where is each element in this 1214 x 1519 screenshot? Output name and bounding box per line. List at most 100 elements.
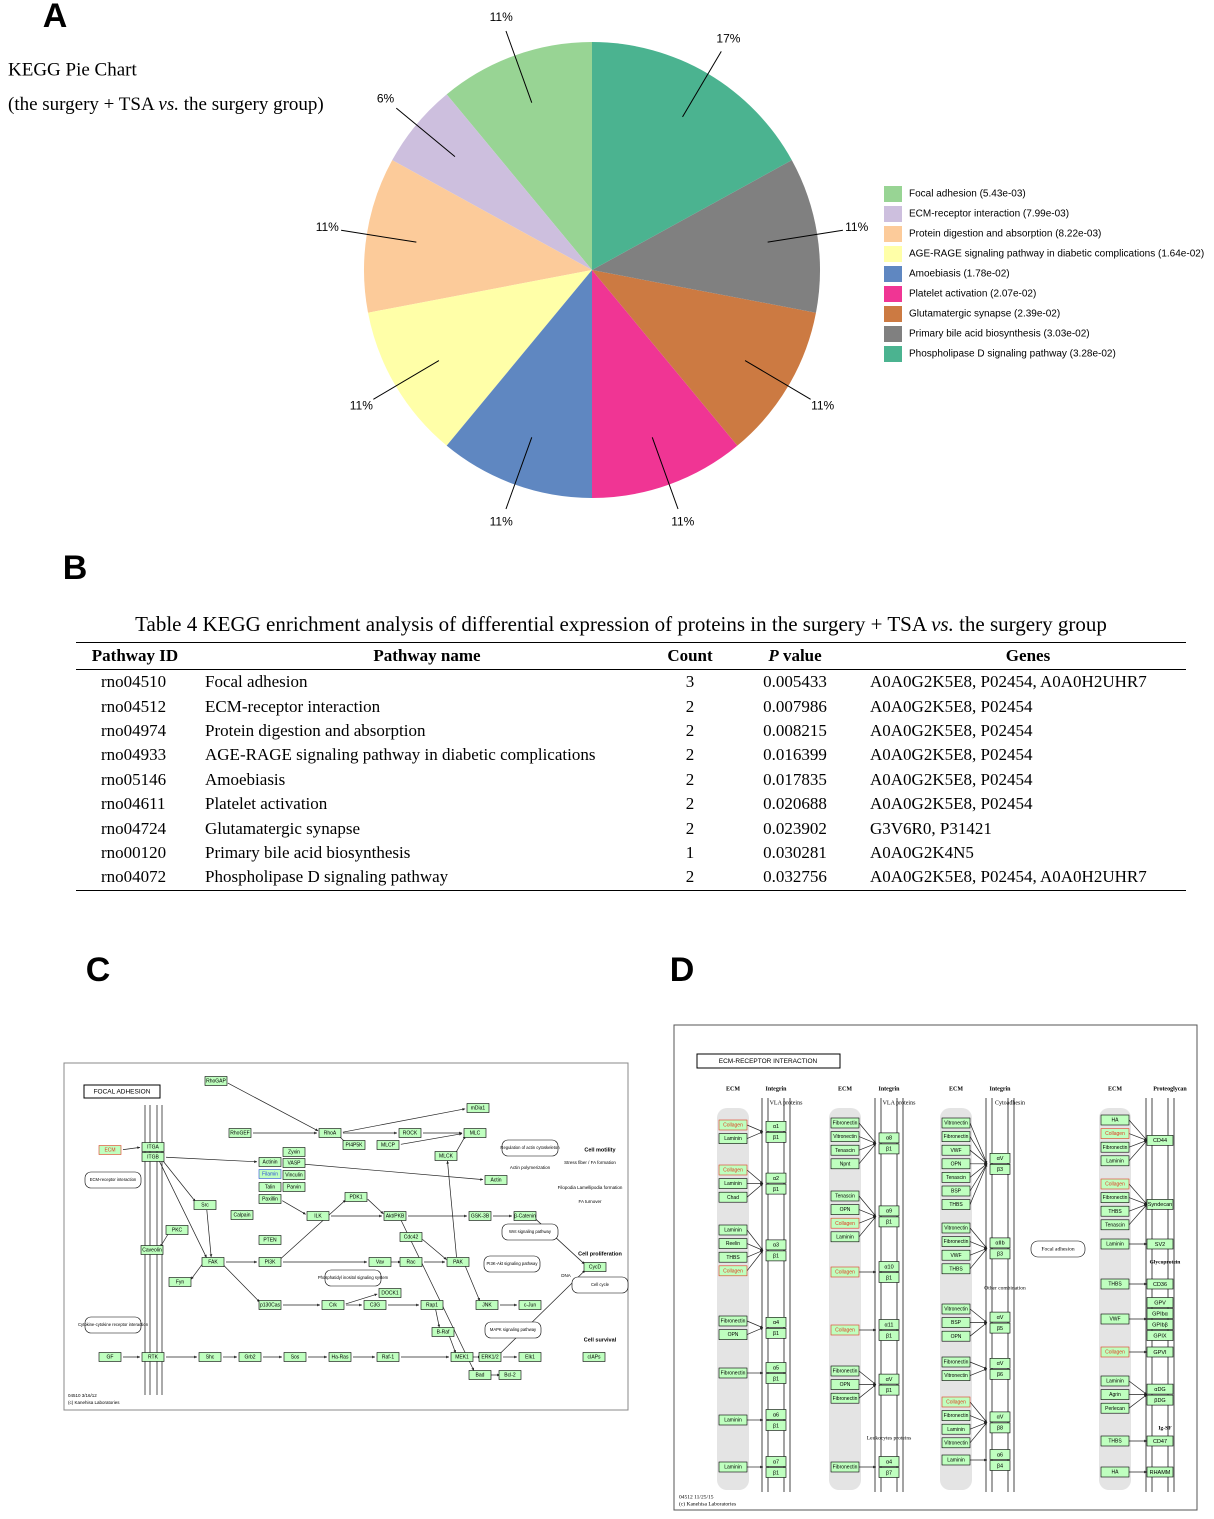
ecm-label: HA: [1112, 1470, 1120, 1476]
receptor-label: β5: [997, 1326, 1003, 1332]
receptor-label: β1: [773, 1187, 779, 1193]
legend-label: Protein digestion and absorption (8.22e-…: [909, 229, 1101, 240]
pathway-label: PI3K-Akt signaling pathway: [487, 1261, 539, 1266]
gene-label: Actin: [490, 1178, 501, 1184]
table-cell: A0A0G2K4N5: [870, 842, 974, 862]
ecm-label: Tenascin: [1105, 1222, 1125, 1228]
ecm-box: [941, 1330, 971, 1342]
gene-box: [282, 1182, 306, 1192]
legend-label: Platelet activation (2.07e-02): [909, 289, 1036, 300]
note-label: Glycoprotein: [1150, 1259, 1181, 1265]
edge: [969, 1163, 988, 1192]
ecm-box: [830, 1131, 860, 1142]
pathway-label: Cell cycle: [591, 1282, 610, 1287]
receptor-box: [765, 1328, 787, 1339]
ecm-box: [830, 1204, 860, 1215]
table-cell: rno04933: [101, 745, 167, 765]
receptor-box: [765, 1362, 787, 1373]
pathway-box: [571, 1276, 629, 1294]
edge: [969, 1136, 988, 1164]
gene-label: PTEN: [263, 1238, 277, 1244]
receptor-box: [1146, 1238, 1174, 1250]
edge: [282, 1200, 306, 1215]
gene-label: p130Cas: [260, 1303, 281, 1309]
ecm-box: [941, 1317, 971, 1328]
edge: [746, 1183, 764, 1198]
ecm-box: [941, 1158, 971, 1170]
ecm-label: Fibronectin: [1103, 1145, 1128, 1151]
ecm-label: Fibronectin: [833, 1465, 858, 1471]
gene-label: Grb2: [244, 1355, 255, 1361]
gene-box: [283, 1352, 307, 1362]
ecm-box: [830, 1144, 860, 1156]
receptor-label: β1: [773, 1331, 779, 1337]
receptor-label: β1: [773, 1135, 779, 1141]
receptor-box: [1146, 1297, 1174, 1308]
legend-swatch: [884, 306, 902, 322]
ecm-box: [1100, 1466, 1130, 1478]
edge: [159, 1161, 207, 1258]
legend-label: AGE-RAGE signaling pathway in diabetic c…: [909, 249, 1204, 260]
note-label: DNA: [561, 1273, 571, 1278]
edge: [858, 1384, 877, 1399]
gene-label: MLCP: [381, 1143, 396, 1149]
edge: [969, 1241, 988, 1249]
caption-text: Table 4 KEGG enrichment analysis of diff…: [135, 612, 932, 636]
gene-box: [420, 1300, 444, 1310]
gene-label: Parvin: [287, 1185, 301, 1191]
gene-label: ILK: [314, 1214, 322, 1220]
legend-swatch: [884, 326, 902, 342]
gene-box: [168, 1277, 192, 1287]
ecm-box: [1100, 1192, 1130, 1203]
ecm-label: OPN: [840, 1207, 851, 1213]
receptor-box: [1146, 1466, 1174, 1478]
receptor-box: [765, 1409, 787, 1420]
gene-box: [198, 1352, 222, 1362]
table-cell: rno04072: [101, 867, 167, 887]
pathway-label: Regulation of actin cytoskeleton: [500, 1145, 560, 1150]
chart-subtitle: (the surgery + TSA vs. the surgery group…: [8, 94, 324, 115]
gene-box: [478, 1352, 502, 1362]
pathway-box: [501, 1223, 559, 1241]
ecm-label: VWF: [950, 1253, 961, 1259]
gene-box: [282, 1147, 306, 1157]
receptor-box: [989, 1164, 1011, 1175]
edge: [162, 1160, 196, 1202]
ecm-label: Collagen: [835, 1328, 855, 1334]
receptor-box: [1146, 1308, 1174, 1319]
edge: [969, 1163, 988, 1178]
table-cell: 0.032756: [763, 867, 827, 887]
edge: [746, 1320, 764, 1329]
gene-box: [318, 1128, 342, 1138]
receptor-label: Syndecan: [1148, 1202, 1172, 1208]
receptor-label: α3: [773, 1243, 779, 1249]
receptor-label: α10: [884, 1264, 893, 1270]
gene-label: Shc: [206, 1355, 215, 1361]
table-cell: Glutamatergic synapse: [205, 818, 361, 838]
ecm-box: [941, 1222, 971, 1234]
ecm-box: [1100, 1278, 1130, 1290]
pathway-label: Phosphatidyl inositol signaling system: [318, 1275, 389, 1280]
note-label: Filopodia Lamellipodia formation: [558, 1185, 623, 1190]
receptor-label: αV: [997, 1361, 1004, 1367]
gene-label: PDK1: [349, 1195, 362, 1201]
legend-swatch: [884, 266, 902, 282]
legend-swatch: [884, 226, 902, 242]
table-cell: rno04974: [101, 720, 167, 740]
receptor-label: α8: [886, 1136, 892, 1142]
gene-box: [165, 1225, 189, 1235]
table-cell: Amoebiasis: [205, 769, 286, 789]
gene-box: [141, 1152, 165, 1162]
gene-box: [238, 1352, 262, 1362]
ecm-label: Npnt: [840, 1161, 851, 1167]
ecm-box: [830, 1379, 860, 1390]
table-cell: Platelet activation: [205, 794, 328, 814]
edge: [165, 1156, 258, 1164]
gene-box: [399, 1257, 423, 1267]
edge: [746, 1229, 764, 1251]
ecm-box: [830, 1158, 860, 1170]
gene-label: ERK1/2: [481, 1355, 498, 1361]
edge: [449, 1335, 457, 1354]
ecm-box: [941, 1172, 971, 1183]
edge: [746, 1243, 764, 1251]
